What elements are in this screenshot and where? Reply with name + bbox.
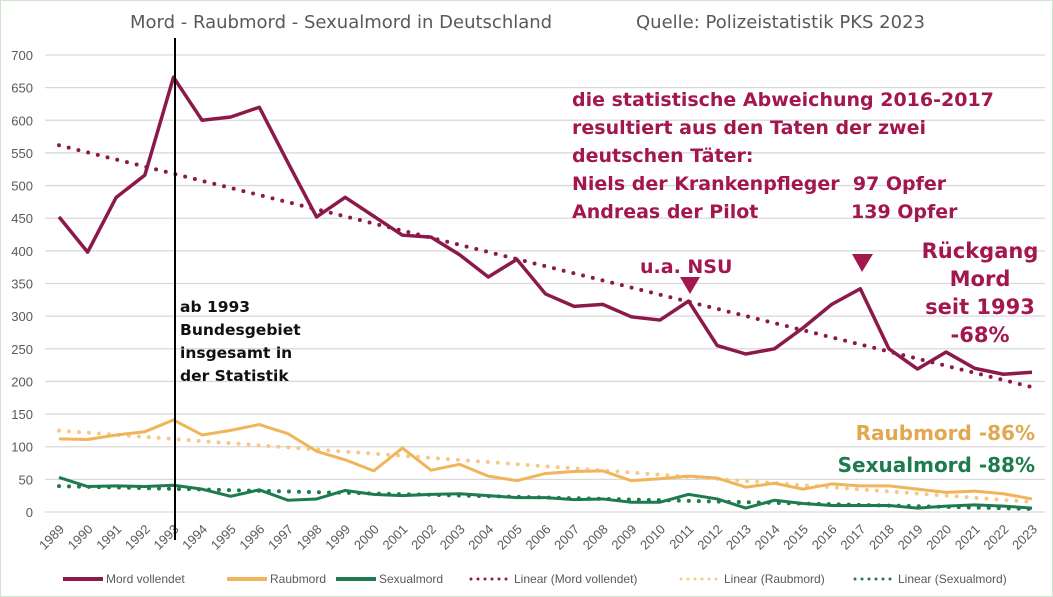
y-tick-label: 250 <box>11 342 33 357</box>
note-line: Andreas der Pilot 139 Opfer <box>572 201 958 223</box>
legend-label: Mord vollendet <box>106 572 185 586</box>
y-tick-label: 200 <box>11 374 33 389</box>
decline-mord-line: -68% <box>951 323 1010 347</box>
y-tick-label: 600 <box>11 113 33 128</box>
note-line: deutschen Täter: <box>572 145 753 167</box>
y-tick-label: 650 <box>11 81 33 96</box>
legend-label: Raubmord <box>270 572 326 586</box>
note-line: die statistische Abweichung 2016-2017 <box>572 89 994 111</box>
y-tick-label: 700 <box>11 48 33 63</box>
marker-note-line: insgesamt in <box>180 344 292 362</box>
decline-raubmord: Raubmord -86% <box>856 421 1035 445</box>
marker-note-line: der Statistik <box>180 367 289 385</box>
statistics-note: die statistische Abweichung 2016-2017 re… <box>572 89 994 223</box>
y-tick-label: 100 <box>11 440 33 455</box>
legend-label: Linear (Raubmord) <box>724 572 825 586</box>
y-tick-label: 0 <box>26 505 33 520</box>
chart-title: Mord - Raubmord - Sexualmord in Deutschl… <box>130 12 552 33</box>
series-line <box>58 475 1033 510</box>
y-tick-label: 450 <box>11 211 33 226</box>
y-tick-label: 300 <box>11 309 33 324</box>
legend-label: Linear (Sexualmord) <box>898 572 1007 586</box>
series-line <box>58 418 1033 501</box>
y-tick-label: 150 <box>11 407 33 422</box>
y-tick-label: 550 <box>11 146 33 161</box>
nsu-label: u.a. NSU <box>640 256 732 278</box>
y-tick-label: 350 <box>11 277 33 292</box>
marker-2017-triangle <box>852 254 873 272</box>
legend-label: Sexualmord <box>379 572 443 586</box>
decline-mord-line: Mord <box>950 267 1011 291</box>
series-line <box>57 75 1033 376</box>
y-tick-label: 50 <box>19 472 33 487</box>
marker-note-line: ab 1993 <box>180 298 250 316</box>
note-line: Niels der Krankenpfleger 97 Opfer <box>572 173 947 195</box>
decline-mord: Rückgang Mord seit 1993 -68% <box>922 239 1039 347</box>
decline-mord-line: Rückgang <box>922 239 1039 263</box>
y-tick-label: 400 <box>11 244 33 259</box>
marker-1993-note: ab 1993 Bundesgebiet insgesamt in der St… <box>180 298 301 385</box>
note-line: resultiert aus den Taten der zwei <box>572 117 926 139</box>
decline-sexualmord: Sexualmord -88% <box>838 453 1035 477</box>
legend-label: Linear (Mord vollendet) <box>514 572 637 586</box>
legend: Mord vollendet Raubmord Sexualmord Linear (… <box>63 572 1007 586</box>
trendline <box>57 143 1034 390</box>
nsu-marker-triangle <box>680 277 700 294</box>
marker-note-line: Bundesgebiet <box>180 321 301 339</box>
chart-source: Quelle: Polizeistatistik PKS 2023 <box>636 12 925 33</box>
y-tick-label: 500 <box>11 179 33 194</box>
decline-mord-line: seit 1993 <box>925 295 1035 319</box>
